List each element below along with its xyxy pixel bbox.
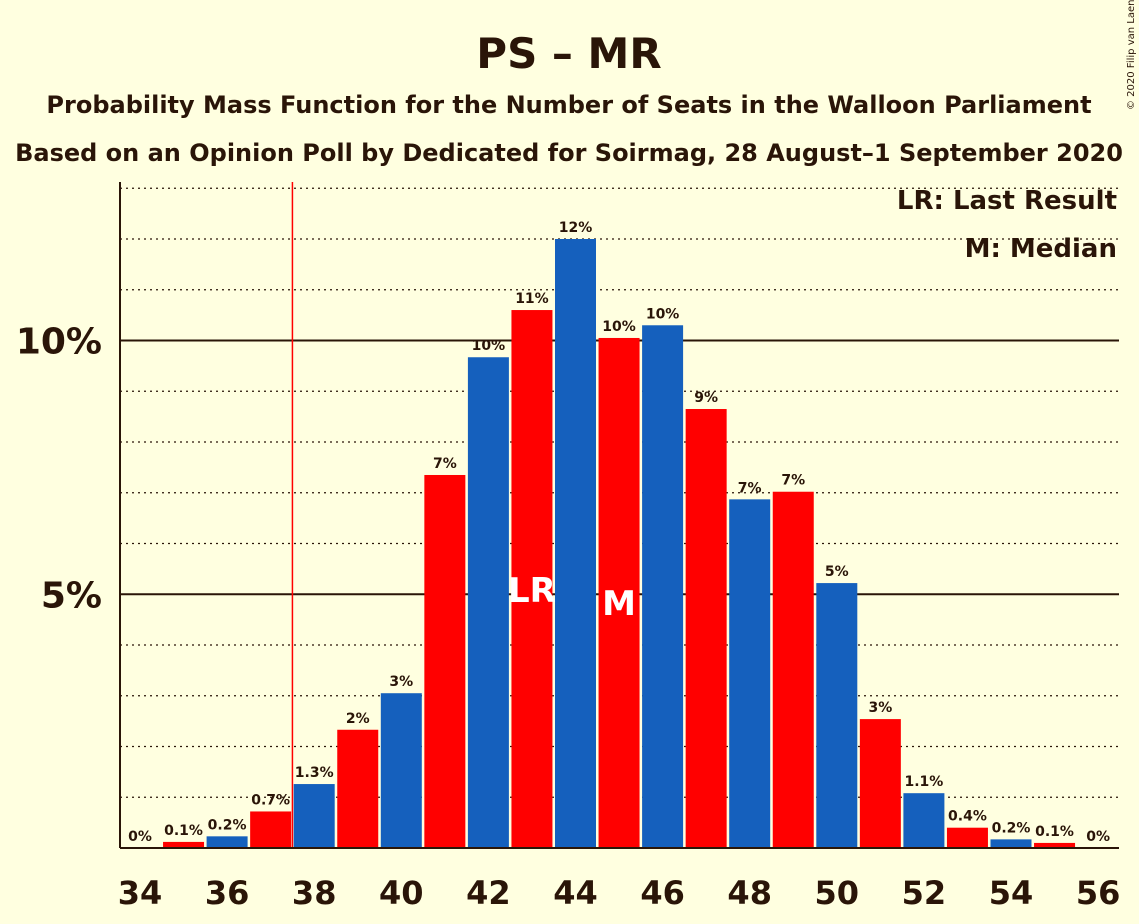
value-labels: 0% 0.1% 0.2%0.7%1.3%2%3%7%10%11%12%10%10%9…	[128, 220, 1110, 845]
bar	[1034, 842, 1076, 848]
bar	[729, 499, 771, 848]
x-tick-label: 38	[292, 874, 337, 912]
bar	[250, 811, 292, 848]
bar	[903, 793, 945, 848]
x-tick-label: 34	[118, 874, 163, 912]
chart-subtitle-2: Based on an Opinion Poll by Dedicated fo…	[15, 139, 1123, 167]
bar	[946, 827, 988, 848]
bar	[163, 841, 205, 848]
bar-value-label: 12%	[559, 220, 593, 236]
bar	[642, 325, 684, 848]
bar-value-label: 7%	[738, 480, 762, 496]
chart-subtitle-1: Probability Mass Function for the Number…	[46, 91, 1091, 119]
bar-value-label: 11%	[515, 291, 549, 307]
x-tick-label: 50	[815, 874, 860, 912]
bar	[337, 729, 379, 848]
bars	[163, 239, 1076, 848]
bar-value-label: 2%	[346, 711, 370, 727]
bar	[555, 239, 596, 848]
bar-value-label: 3%	[389, 674, 413, 690]
bar	[467, 357, 509, 848]
bar-value-label: 0.1%	[1035, 824, 1074, 840]
legend-median: M: Median	[965, 234, 1117, 264]
bar-value-label: 0.2%	[992, 820, 1031, 836]
chart-title: PS – MR	[476, 29, 661, 78]
bar-value-label: 7%	[781, 473, 805, 489]
bar-value-label: 3%	[868, 700, 892, 716]
bar-value-label: 0%	[1086, 829, 1110, 845]
x-tick-label: 36	[205, 874, 250, 912]
bar-value-label: 9%	[694, 390, 718, 406]
bar	[816, 583, 858, 848]
bar-value-label: 0.4%	[948, 809, 987, 825]
bar	[772, 491, 814, 848]
bar-value-label: 5%	[825, 564, 849, 580]
copyright-text: © 2020 Filip van Laenen	[1126, 0, 1137, 110]
bar	[859, 719, 901, 848]
x-tick-label: 44	[553, 874, 598, 912]
bar-value-label: 10%	[602, 319, 636, 335]
bar-value-label: 10%	[646, 306, 680, 322]
x-tick-label: 56	[1076, 874, 1121, 912]
bar	[598, 337, 640, 848]
axes: 5% 10% 34 36 38 40 42 44 46 48 50 52 54 56	[16, 182, 1121, 912]
x-tick-label: 42	[466, 874, 511, 912]
bar	[424, 474, 466, 848]
bar-value-label: 0.2%	[208, 817, 247, 833]
bar-value-label: 1.1%	[904, 774, 943, 790]
bar	[685, 409, 727, 848]
bar-value-label: 0.1%	[164, 823, 203, 839]
x-tick-label: 40	[379, 874, 424, 912]
bar	[206, 836, 248, 848]
bar	[511, 310, 553, 848]
legend-last-result: LR: Last Result	[897, 186, 1117, 216]
bar-value-label: 1.3%	[295, 765, 334, 781]
bar-value-label: 7%	[433, 456, 457, 472]
bar	[380, 693, 422, 848]
x-tick-label: 52	[902, 874, 947, 912]
median-marker: M	[602, 584, 636, 624]
bar-value-label: 0.7%	[251, 792, 290, 808]
bar	[293, 784, 335, 848]
x-tick-label: 46	[640, 874, 685, 912]
y-tick-label: 5%	[41, 575, 102, 616]
bar-value-label: 10%	[472, 338, 506, 354]
bar	[990, 839, 1032, 848]
bar-value-label: 0%	[128, 829, 152, 845]
x-tick-label: 54	[989, 874, 1034, 912]
y-tick-label: 10%	[16, 322, 102, 363]
last-result-marker: LR	[508, 571, 556, 611]
x-tick-label: 48	[727, 874, 772, 912]
